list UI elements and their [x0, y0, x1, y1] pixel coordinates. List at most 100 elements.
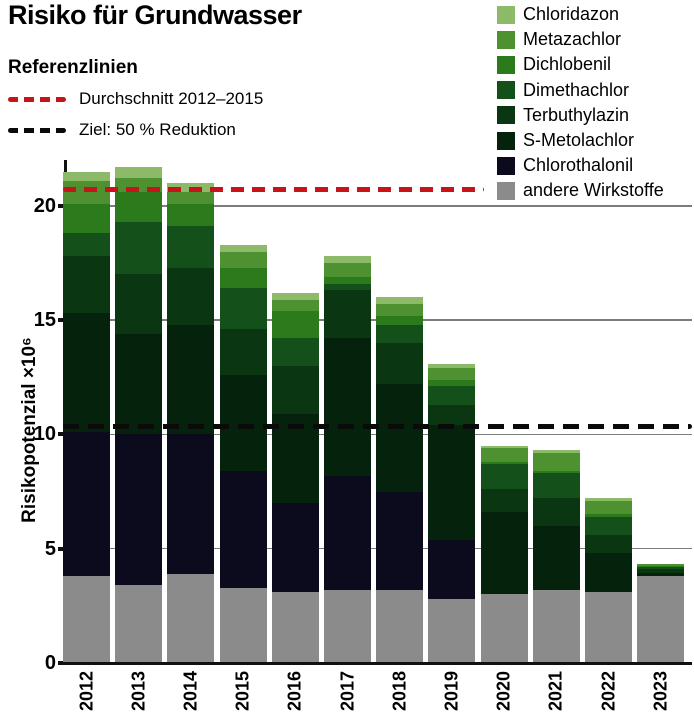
- bar-segment-2019-s-metolachlor: [428, 425, 476, 540]
- bar-segment-2018-s-metolachlor: [376, 384, 424, 492]
- bar-segment-2013-s-metolachlor: [115, 333, 163, 435]
- legend-swatch-dichlobenil: [497, 55, 515, 74]
- bar-segment-2016-andere-wirkstoffe: [271, 592, 319, 663]
- bar-segment-2022-andere-wirkstoffe: [585, 592, 632, 663]
- black-dashed-line-sample: [8, 127, 66, 133]
- bar-segment-2017-dichlobenil: [324, 276, 371, 284]
- bar-segment-2017-dimethachlor: [324, 283, 371, 291]
- target-reference-line: [63, 423, 692, 430]
- legend-label-dimethachlor: Dimethachlor: [523, 79, 630, 100]
- reference-lines-legend-title: Referenzlinien: [8, 57, 138, 78]
- y-tick-label-15: 15: [33, 309, 56, 332]
- y-tick-5: [58, 546, 65, 551]
- gridline-20: [66, 205, 692, 207]
- bar-segment-2019-andere-wirkstoffe: [428, 598, 476, 663]
- bar-segment-2020-chloridazon: [480, 445, 528, 449]
- bar-segment-2014-dichlobenil: [167, 203, 215, 227]
- x-tick-label-2013: 2013: [128, 670, 149, 712]
- legend-label-s-metolachlor: S-Metolachlor: [523, 130, 635, 151]
- bar-segment-2012-dimethachlor: [63, 233, 110, 257]
- legend-label-chlorothalonil: Chlorothalonil: [523, 155, 634, 176]
- bar-segment-2017-andere-wirkstoffe: [324, 589, 371, 663]
- y-tick-label-5: 5: [44, 537, 56, 560]
- bar-segment-2014-metazachlor: [167, 192, 215, 204]
- reference-line-item-target: Ziel: 50 % Reduktion: [8, 119, 236, 141]
- bar-segment-2014-s-metolachlor: [167, 324, 215, 435]
- bar-segment-2016-metazachlor: [271, 299, 319, 311]
- bar-segment-2017-chlorothalonil: [324, 475, 371, 590]
- reference-line-label-target: Ziel: 50 % Reduktion: [79, 120, 236, 139]
- x-axis-baseline: [63, 662, 692, 665]
- bar-segment-2019-dichlobenil: [428, 379, 476, 387]
- x-tick-label-2014: 2014: [180, 670, 201, 712]
- x-tick-label-2017: 2017: [337, 670, 357, 712]
- y-tick-15: [58, 318, 65, 323]
- bar-segment-2013-dichlobenil: [115, 192, 163, 222]
- bar-segment-2018-terbuthylazin: [376, 342, 424, 385]
- legend-item-chloridazon: Chloridazon: [497, 2, 664, 27]
- bar-segment-2017-chloridazon: [324, 256, 371, 263]
- legend-swatch-s-metolachlor: [497, 131, 515, 150]
- bar-segment-2022-dimethachlor: [585, 516, 632, 535]
- bar-segment-2023-metazachlor: [637, 563, 685, 566]
- bar-segment-2018-chloridazon: [376, 297, 424, 305]
- reference-line-label-average: Durchschnitt 2012–2015: [79, 89, 264, 108]
- bar-segment-2015-andere-wirkstoffe: [219, 587, 267, 663]
- bar-segment-2016-chloridazon: [271, 292, 319, 300]
- bar-segment-2016-chlorothalonil: [271, 502, 319, 593]
- y-tick-label-20: 20: [33, 194, 56, 217]
- chart-title: Risiko für Grundwasser: [8, 0, 302, 30]
- bar-segment-2012-chloridazon: [63, 171, 110, 181]
- bar-segment-2022-s-metolachlor: [585, 553, 632, 593]
- bar-segment-2020-dichlobenil: [480, 461, 528, 465]
- bar-segment-2012-andere-wirkstoffe: [63, 576, 110, 663]
- bar-segment-2016-dimethachlor: [271, 338, 319, 366]
- bar-segment-2017-s-metolachlor: [324, 338, 371, 476]
- bar-segment-2014-chlorothalonil: [167, 434, 215, 574]
- average-reference-line: [63, 187, 484, 193]
- bar-segment-2022-chloridazon: [585, 498, 632, 501]
- bar-segment-2015-terbuthylazin: [219, 329, 267, 375]
- legend-swatch-dimethachlor: [497, 81, 515, 100]
- bar-segment-2015-chloridazon: [219, 244, 267, 252]
- bar-segment-2015-chlorothalonil: [219, 470, 267, 588]
- bar-segment-2015-dimethachlor: [219, 288, 267, 330]
- bar-segment-2020-terbuthylazin: [480, 489, 528, 513]
- legend-item-dimethachlor: Dimethachlor: [497, 78, 664, 103]
- bar-segment-2023-dimethachlor: [637, 566, 685, 570]
- y-tick-10: [58, 432, 65, 437]
- bar-segment-2023-dichlobenil: [637, 565, 685, 567]
- bar-segment-2022-dichlobenil: [585, 514, 632, 517]
- x-tick-label-2018: 2018: [389, 670, 410, 712]
- bar-segment-2012-chlorothalonil: [63, 432, 110, 577]
- bar-segment-2019-chlorothalonil: [428, 539, 476, 599]
- y-tick-0: [58, 661, 65, 665]
- bar-segment-2014-terbuthylazin: [167, 267, 215, 325]
- bar-segment-2014-andere-wirkstoffe: [167, 573, 215, 663]
- bar-segment-2014-dimethachlor: [167, 226, 215, 268]
- bar-segment-2018-chlorothalonil: [376, 491, 424, 590]
- bar-segment-2012-terbuthylazin: [63, 256, 110, 314]
- legend-item-andere-wirkstoffe: andere Wirkstoffe: [497, 178, 664, 203]
- bar-segment-2019-chloridazon: [428, 363, 476, 369]
- legend-label-chloridazon: Chloridazon: [523, 4, 620, 25]
- bar-segment-2015-s-metolachlor: [219, 374, 267, 471]
- bar-segment-2022-terbuthylazin: [585, 534, 632, 554]
- legend-swatch-chloridazon: [497, 5, 515, 24]
- x-tick-label-2021: 2021: [545, 670, 566, 712]
- bar-segment-2021-dichlobenil: [532, 470, 580, 474]
- bar-segment-2017-terbuthylazin: [324, 290, 371, 339]
- bar-segment-2012-metazachlor: [63, 180, 110, 204]
- bar-segment-2021-chloridazon: [532, 450, 580, 453]
- bar-segment-2018-andere-wirkstoffe: [376, 589, 424, 663]
- bar-segment-2021-dimethachlor: [532, 473, 580, 499]
- bar-segment-2020-andere-wirkstoffe: [480, 594, 528, 663]
- bar-segment-2023-terbuthylazin: [637, 569, 685, 573]
- x-tick-label-2016: 2016: [284, 670, 305, 712]
- bar-segment-2021-terbuthylazin: [532, 498, 580, 526]
- bar-segment-2012-s-metolachlor: [63, 313, 110, 433]
- legend-item-chlorothalonil: Chlorothalonil: [497, 153, 664, 178]
- legend-label-andere-wirkstoffe: andere Wirkstoffe: [523, 180, 664, 201]
- x-tick-label-2012: 2012: [76, 670, 96, 712]
- bar-segment-2016-dichlobenil: [271, 310, 319, 339]
